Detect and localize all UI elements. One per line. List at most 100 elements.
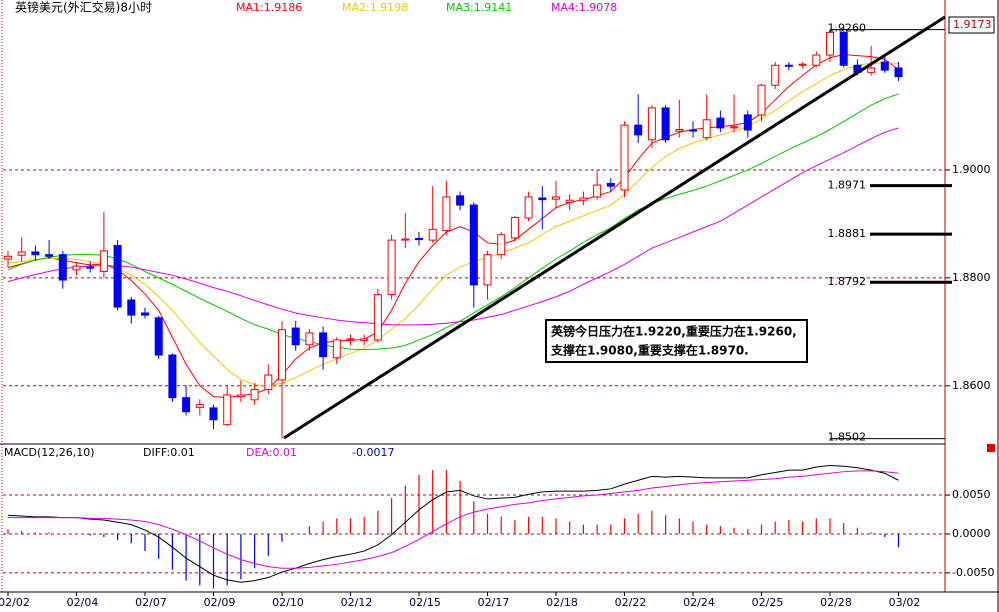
- last-price-box: [948, 16, 995, 34]
- candle-body: [72, 265, 81, 271]
- candle-body: [182, 397, 191, 413]
- y-tick-label: 1.9000: [952, 163, 991, 176]
- candle-body: [579, 197, 588, 201]
- macd-title: MACD(12,26,10): [4, 446, 95, 459]
- x-tick-label: 02/02: [0, 596, 30, 609]
- note-box: [545, 319, 808, 363]
- candle-body: [31, 251, 40, 256]
- y-tick-label: 0.0050: [952, 488, 991, 501]
- candle-body: [593, 184, 602, 198]
- candle-body: [45, 254, 54, 257]
- x-tick-label: 02/18: [546, 596, 578, 609]
- candle-body: [442, 196, 451, 231]
- candle-body: [867, 67, 876, 73]
- candle-body: [209, 407, 218, 421]
- level-label: 1.9260: [828, 22, 867, 35]
- candle-body: [195, 404, 204, 408]
- x-tick-label: 03/02: [889, 596, 921, 609]
- x-tick-label: 02/04: [67, 596, 99, 609]
- level-label: 1.8792: [828, 275, 867, 288]
- candle-body: [236, 394, 245, 398]
- candle-body: [99, 250, 108, 272]
- candle-body: [757, 84, 766, 116]
- candle-body: [319, 332, 328, 358]
- candle-body: [552, 196, 560, 200]
- note-line: 英镑今日压力在1.9220,重要压力在1.9260,: [551, 324, 797, 339]
- candle-body: [305, 332, 314, 346]
- candle-body: [661, 107, 670, 141]
- y-tick-label: 0.0000: [952, 527, 991, 540]
- candle-body: [812, 54, 821, 66]
- ma-line: [7, 127, 899, 326]
- candle-body: [784, 64, 793, 67]
- candle-body: [634, 124, 643, 136]
- y-tick-label: 1.8800: [952, 271, 991, 284]
- candle-body: [291, 327, 300, 346]
- x-tick-label: 02/09: [204, 596, 236, 609]
- x-tick-label: 02/24: [683, 596, 715, 609]
- level-label: 1.8971: [828, 179, 867, 192]
- macd-line: [8, 470, 899, 569]
- candle-body: [113, 245, 122, 308]
- candle-body: [538, 197, 547, 201]
- candle-body: [839, 31, 848, 66]
- candle-body: [127, 299, 136, 316]
- candle-body: [826, 31, 834, 56]
- candle-body: [428, 228, 437, 241]
- candle-body: [387, 239, 396, 296]
- candle-body: [524, 196, 533, 219]
- candle-body: [278, 329, 286, 381]
- y-tick-label: 1.8600: [952, 379, 991, 392]
- candle-body: [223, 394, 232, 426]
- ma-line: [7, 93, 899, 351]
- candle-body: [702, 119, 711, 139]
- macd-value: -0.0017: [352, 446, 394, 459]
- macd-line: [7, 464, 899, 583]
- x-tick-label: 02/17: [478, 596, 510, 609]
- candle-body: [565, 199, 574, 203]
- x-tick-label: 02/15: [409, 596, 441, 609]
- x-tick-label: 02/10: [272, 596, 304, 609]
- candle-body: [798, 63, 807, 66]
- marker: [987, 444, 995, 452]
- level-label: 1.8502: [828, 431, 867, 444]
- legend-label: MA3:1.9141: [446, 1, 512, 14]
- legend-label: MA2:1.9198: [342, 1, 408, 14]
- level-label: 1.8881: [828, 227, 867, 240]
- legend-label: MA1:1.9186: [236, 1, 302, 14]
- x-tick-label: 02/07: [135, 596, 167, 609]
- x-tick-label: 02/25: [752, 596, 784, 609]
- candle-body: [168, 354, 177, 399]
- legend-label: DEA:0.01: [246, 446, 297, 459]
- candle-body: [771, 64, 780, 86]
- candle-body: [716, 117, 725, 129]
- trend-line: [283, 15, 946, 440]
- candle-body: [894, 67, 903, 78]
- candle-body: [483, 254, 492, 286]
- candle-body: [730, 126, 739, 129]
- candle-body: [4, 255, 12, 260]
- chart-title: 英镑美元(外汇交易)8小时: [15, 0, 152, 15]
- candle-body: [264, 374, 273, 391]
- legend-label: MA4:1.9078: [551, 1, 617, 14]
- candle-body: [154, 317, 163, 356]
- candle-body: [58, 254, 67, 281]
- x-tick-label: 02/12: [341, 596, 373, 609]
- note-line: 支撑在1.9080,重要支撑在1.8970.: [550, 343, 749, 358]
- candle-body: [373, 294, 382, 341]
- candle-body: [332, 339, 341, 359]
- candle-body: [250, 389, 259, 401]
- candle-body: [141, 312, 149, 316]
- candle-body: [743, 114, 752, 131]
- candle-body: [647, 107, 656, 141]
- candle-body: [689, 129, 697, 132]
- x-tick-label: 02/28: [820, 596, 852, 609]
- candle-body: [620, 124, 629, 191]
- candle-body: [456, 195, 465, 206]
- x-tick-label: 02/22: [615, 596, 647, 609]
- candle-body: [415, 237, 423, 241]
- candle-body: [401, 238, 410, 241]
- candle-body: [17, 251, 26, 256]
